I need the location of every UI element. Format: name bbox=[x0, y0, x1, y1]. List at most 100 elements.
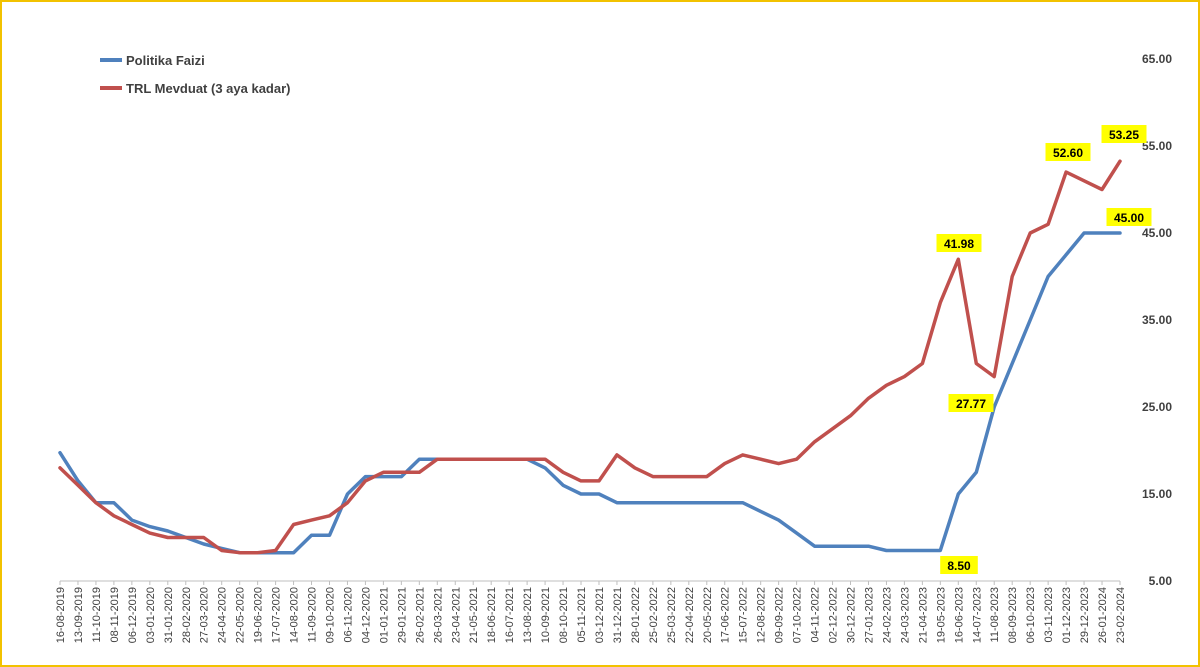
data-point bbox=[472, 458, 475, 461]
x-tick-label: 24-02-2023 bbox=[881, 587, 893, 643]
x-tick-label: 21-04-2023 bbox=[917, 587, 929, 643]
x-tick-label: 11-09-2020 bbox=[307, 587, 319, 642]
y-axis: 5.00 15.00 25.00 35.00 45.00 55.00 65.00 bbox=[1142, 52, 1172, 588]
x-tick-label: 27-01-2023 bbox=[863, 587, 875, 643]
data-point bbox=[849, 414, 852, 417]
data-point bbox=[1101, 232, 1103, 234]
data-point bbox=[149, 532, 151, 534]
x-tick-label: 17-06-2022 bbox=[720, 587, 732, 643]
callout-label: 41.98 bbox=[936, 234, 982, 252]
data-point bbox=[1065, 253, 1067, 256]
x-tick-label: 03-11-2023 bbox=[1043, 587, 1055, 642]
data-point bbox=[580, 493, 582, 495]
data-point bbox=[1119, 232, 1121, 234]
data-point bbox=[831, 545, 834, 547]
data-point bbox=[328, 534, 331, 537]
callout-background bbox=[1106, 208, 1152, 226]
callout-background bbox=[1045, 143, 1091, 161]
x-tick-label: 18-06-2021 bbox=[486, 587, 498, 643]
x-tick-label: 09-09-2022 bbox=[774, 587, 786, 643]
data-point bbox=[580, 480, 582, 482]
data-point bbox=[1119, 160, 1121, 163]
data-point bbox=[1011, 362, 1014, 365]
data-point bbox=[382, 471, 385, 474]
data-point bbox=[274, 549, 277, 552]
data-point bbox=[634, 501, 636, 504]
data-point bbox=[77, 480, 79, 482]
y-tick-label: 35.00 bbox=[1142, 313, 1172, 327]
data-point bbox=[885, 549, 888, 552]
data-point bbox=[310, 534, 313, 537]
data-point bbox=[364, 480, 367, 482]
series-group bbox=[58, 159, 1122, 555]
data-point bbox=[131, 523, 133, 526]
data-point bbox=[759, 510, 762, 513]
data-point bbox=[957, 493, 960, 495]
data-point bbox=[723, 501, 726, 504]
x-tick-label: 17-07-2020 bbox=[271, 587, 283, 643]
data-point bbox=[149, 525, 151, 528]
data-point bbox=[184, 536, 187, 539]
data-point bbox=[166, 530, 169, 532]
data-point bbox=[508, 458, 510, 461]
data-point bbox=[256, 551, 259, 554]
data-point bbox=[598, 480, 600, 482]
callout-background bbox=[1101, 125, 1147, 143]
data-point bbox=[813, 441, 816, 443]
data-point bbox=[867, 545, 870, 547]
data-point bbox=[670, 475, 672, 478]
x-tick-label: 21-05-2021 bbox=[468, 587, 480, 643]
data-point bbox=[741, 454, 744, 456]
data-point bbox=[885, 384, 888, 387]
callout-text: 53.25 bbox=[1109, 128, 1139, 142]
data-point bbox=[562, 484, 564, 487]
x-tick-label: 28-02-2020 bbox=[181, 587, 193, 643]
data-point bbox=[436, 458, 439, 461]
x-tick-label: 06-10-2023 bbox=[1025, 587, 1037, 643]
data-point bbox=[346, 501, 349, 504]
x-tick-label: 25-02-2022 bbox=[648, 587, 660, 643]
data-point bbox=[652, 475, 654, 478]
data-point bbox=[795, 532, 798, 534]
data-point bbox=[688, 501, 690, 504]
data-point bbox=[1029, 232, 1031, 234]
data-point bbox=[1047, 223, 1049, 226]
data-point bbox=[310, 519, 313, 521]
data-point bbox=[113, 501, 115, 504]
x-tick-label: 22-05-2020 bbox=[235, 587, 247, 643]
x-tick-label: 30-12-2022 bbox=[846, 587, 858, 643]
data-point bbox=[975, 471, 978, 474]
data-point bbox=[562, 471, 564, 474]
callout-label: 53.25 bbox=[1101, 125, 1147, 143]
data-point bbox=[364, 475, 367, 478]
data-point bbox=[346, 493, 349, 495]
data-point bbox=[59, 451, 61, 454]
x-tick-label: 26-02-2021 bbox=[414, 587, 426, 643]
callout-text: 27.77 bbox=[956, 397, 986, 411]
data-point bbox=[723, 462, 726, 465]
callout-text: 41.98 bbox=[944, 237, 974, 251]
data-point bbox=[400, 475, 403, 478]
x-tick-label: 08-10-2021 bbox=[558, 587, 570, 643]
x-tick-label: 03-12-2021 bbox=[594, 587, 606, 643]
data-point bbox=[903, 549, 906, 552]
x-tick-label: 29-01-2021 bbox=[396, 587, 408, 643]
callout-background bbox=[936, 234, 982, 252]
data-point bbox=[867, 397, 870, 400]
y-tick-label: 25.00 bbox=[1142, 400, 1172, 414]
x-tick-label: 24-04-2020 bbox=[217, 587, 229, 643]
callout-label: 45.00 bbox=[1106, 208, 1152, 226]
data-point bbox=[1065, 171, 1067, 173]
data-point bbox=[1083, 232, 1085, 234]
data-point bbox=[166, 536, 169, 539]
x-tick-label: 25-03-2022 bbox=[666, 587, 678, 643]
data-point bbox=[490, 458, 492, 461]
data-point bbox=[1101, 188, 1103, 191]
callout-label: 52.60 bbox=[1045, 143, 1091, 161]
x-tick-label: 29-12-2023 bbox=[1079, 587, 1091, 643]
data-point bbox=[652, 501, 654, 504]
y-tick-label: 55.00 bbox=[1142, 139, 1172, 153]
x-tick-label: 13-08-2021 bbox=[522, 587, 534, 643]
data-point bbox=[292, 523, 295, 526]
x-tick-label: 19-05-2023 bbox=[935, 587, 947, 643]
